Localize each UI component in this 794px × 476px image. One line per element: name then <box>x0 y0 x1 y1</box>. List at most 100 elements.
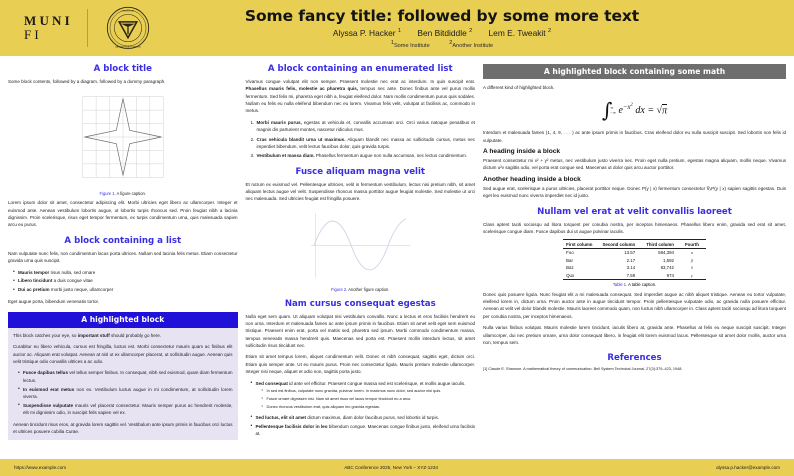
enumerated-list: Morbi mauris purus, egestas at vehicula … <box>246 119 476 160</box>
poster-body: A block title Some block contents, follo… <box>0 56 794 467</box>
block-outro-text: Eget augue porta, bibendum venenatis tor… <box>8 298 99 304</box>
block-enumerated-list: A block containing an enumerated list Vi… <box>246 64 476 160</box>
poster-footer: https://www.example.com ABC Conference 2… <box>0 459 794 476</box>
author-2: Ben Bitdiddle 2 <box>417 28 473 39</box>
table-cell: Foo <box>566 250 574 256</box>
svg-text:MASARYKIANA BRUNENSIS: MASARYKIANA BRUNENSIS <box>115 45 141 48</box>
figure-1-caption: Figure 1. A figure caption. <box>99 191 146 197</box>
sub-heading-1: A heading inside a block <box>483 148 561 156</box>
block-references: References [1] Claude E. Shannon. A math… <box>483 353 786 373</box>
poster-header: MUNI FI UNIVERSITAS MASARYKIANA BRUNENSI… <box>0 0 794 56</box>
block-nam-cursus-consequat-egestas: Nam cursus consequat egestas Nulla eget … <box>246 299 476 438</box>
gaussian-integral-equation: ∫∞ −∞ e−x2 dx = √π <box>601 98 668 123</box>
list-item: Libero tincidunt a duis congue vitae <box>13 277 238 286</box>
footer-conference-info: ABC Conference 2025, New York – XYZ-1234 <box>344 465 438 470</box>
column-1: A block title Some block contents, follo… <box>8 64 238 467</box>
footer-website-link[interactable]: https://www.example.com <box>14 465 67 470</box>
bullet-list: Sed consequat id ante vel efficitur. Pra… <box>246 379 476 438</box>
block-paragraph: Vivamus congue volutpat elit non semper.… <box>245 79 476 114</box>
highlighted-math-block-body: A different kind of highlighted block. ∫… <box>483 84 786 200</box>
list-item: Donec rhoncus vestibulum erat, quis aliq… <box>262 403 476 410</box>
block-paragraph-2: Etiam sit amet tempus lorem, aliquet con… <box>245 354 476 375</box>
list-item: In sed est finibus, vulputate nunc gravi… <box>262 387 476 394</box>
reference-item: [1] Claude E. Shannon. A mathematical th… <box>483 367 683 372</box>
muni-wordmark-line2: FI <box>24 27 42 42</box>
table-header-cell: Fourth <box>682 239 706 250</box>
table-row: Baz 3.14 83,742 δ <box>563 264 706 271</box>
list-item: Cras vehicula blandit urna ut maximus. A… <box>256 136 476 151</box>
affiliation-1: 1Some Institute <box>390 40 430 49</box>
list-item: In euismod erat metus non ex. Vestibulum… <box>18 385 233 401</box>
list-item: Dui ac pretium morbi justo neque, ullamc… <box>13 286 238 295</box>
table-cell: α <box>690 250 694 256</box>
svg-text:UNIVERSITAS: UNIVERSITAS <box>122 9 135 12</box>
poster-title: Some fancy title: followed by some more … <box>244 7 640 26</box>
table-caption: Table 1. A table caption. <box>612 281 657 287</box>
table-cell: Qux <box>563 271 600 280</box>
block-paragraph: Interdum et malesuada fames (1, 4, 9, . … <box>483 130 786 143</box>
block-intro-text: A different kind of highlighted block. <box>483 85 555 90</box>
table-header-cell: Third column <box>643 239 682 250</box>
list-item: Pellentesque facilisis dolor in leo bibe… <box>251 422 476 438</box>
muni-wordmark: MUNI FI <box>10 14 73 41</box>
block-paragraph: Et rutrum ex euismod vel. Pellentesque u… <box>245 181 476 202</box>
bullet-list: Mauris tempor risus nulla, sed ornare Li… <box>8 268 238 295</box>
table-cell: γ <box>682 271 706 280</box>
footer-email-link[interactable]: alyssa.p.hacker@example.com <box>716 465 780 470</box>
sub-paragraph-2: Sed augue erat, scelerisque a purus ultr… <box>483 185 786 199</box>
block-title: Nullam vel erat at velit convallis laore… <box>537 206 732 217</box>
block-intro-text: Nam vulputate nunc felis, non condimentu… <box>8 250 238 264</box>
table-cell: Baz <box>566 265 574 271</box>
list-item: Vestibulum et massa diam. Phasellus ferm… <box>256 152 476 159</box>
list-item: Morbi mauris purus, egestas at vehicula … <box>256 119 476 134</box>
block-paragraph-1: Nulla eget sem quam. Ut aliquam volutpat… <box>245 313 476 349</box>
table-row: Foo 13.57 584,394 α <box>563 249 706 257</box>
table-cell: β <box>690 257 694 263</box>
block-paragraph-2: Donec quis posuere ligula. Nunc feugiat … <box>483 291 786 319</box>
author-3: Lem E. Tweakit 2 <box>488 28 552 39</box>
data-table: First column Second column Third column … <box>563 239 706 280</box>
star-diagram <box>82 96 164 178</box>
sub-paragraph-1: Praesent consectetur mi x² + y² metus, n… <box>483 158 786 171</box>
block-a-highlighted-block: A highlighted block This block catches y… <box>8 311 238 441</box>
list-item: Sed luctus, elit sit amet dictum maximus… <box>251 413 476 422</box>
block-paragraph-3: Nulla varius finibus volutpat. Mauris mo… <box>483 325 786 345</box>
author-list: Alyssa P. Hacker 1 Ben Bitdiddle 2 Lem E… <box>220 28 664 38</box>
table-row: Qux 7.59 974 γ <box>563 271 706 280</box>
bullet-list: Fusce dapibus tellus vel tellus semper f… <box>13 369 233 416</box>
block-title: A block containing a list <box>64 235 182 246</box>
table-cell: 974 <box>643 271 682 280</box>
highlighted-block-title: A highlighted block <box>8 311 238 328</box>
block-intro-text: Some block contents, followed by a diagr… <box>8 79 166 84</box>
institution-logo: MUNI FI UNIVERSITAS MASARYKIANA BRUNENSI… <box>10 6 220 50</box>
logo-divider <box>86 9 88 47</box>
table-cell: 2.17 <box>626 257 636 263</box>
block-a-block-containing-a-list: A block containing a list Nam vulputate … <box>8 236 238 305</box>
table-cell: 7.59 <box>599 271 644 280</box>
highlighted-block-body: This block catches your eye, so importan… <box>8 327 238 441</box>
list-item: Fusce dapibus tellus vel tellus semper f… <box>18 369 233 384</box>
figure-2: Figure 2. Another figure caption. <box>246 207 476 292</box>
table-cell: δ <box>690 265 693 271</box>
block-paragraph: Lorem ipsum dolor sit amet, consectetur … <box>8 200 238 228</box>
list-item: Sed consequat id ante vel efficitur. Pra… <box>251 379 476 410</box>
figure-2-caption: Figure 2. Another figure caption. <box>331 286 390 292</box>
university-seal-icon: UNIVERSITAS MASARYKIANA BRUNENSIS <box>106 6 150 50</box>
column-2: A block containing an enumerated list Vi… <box>246 64 476 467</box>
block-paragraph-1: Class aptent taciti sociosqu ad litora t… <box>483 221 786 234</box>
highlight-paragraph: Curabitur eu libero vehicula, cursus est… <box>13 344 233 365</box>
highlighted-math-block-title: A highlighted block containing some math <box>483 64 786 79</box>
block-title: A block title <box>93 64 152 74</box>
table-cell: 83,742 <box>660 265 674 271</box>
affiliation-list: 1Some Institute 2Another Institute <box>220 40 664 49</box>
highlight-outro-text: Aenean tincidunt risus eros, at gravida … <box>13 421 233 434</box>
block-title: A block containing an enumerated list <box>267 64 453 74</box>
table-row: Bar 2.17 1,592 β <box>563 257 706 264</box>
block-nullam-vel-erat: Nullam vel erat at velit convallis laore… <box>483 207 786 347</box>
block-a-block-title: A block title Some block contents, follo… <box>8 64 238 229</box>
block-fusce-aliquam-magna-velit: Fusce aliquam magna velit Et rutrum ex e… <box>246 167 476 292</box>
references-title: References <box>607 353 662 364</box>
list-item: Suspendisse vulputate mauris vel placera… <box>18 401 233 417</box>
author-1: Alyssa P. Hacker 1 <box>332 28 402 39</box>
